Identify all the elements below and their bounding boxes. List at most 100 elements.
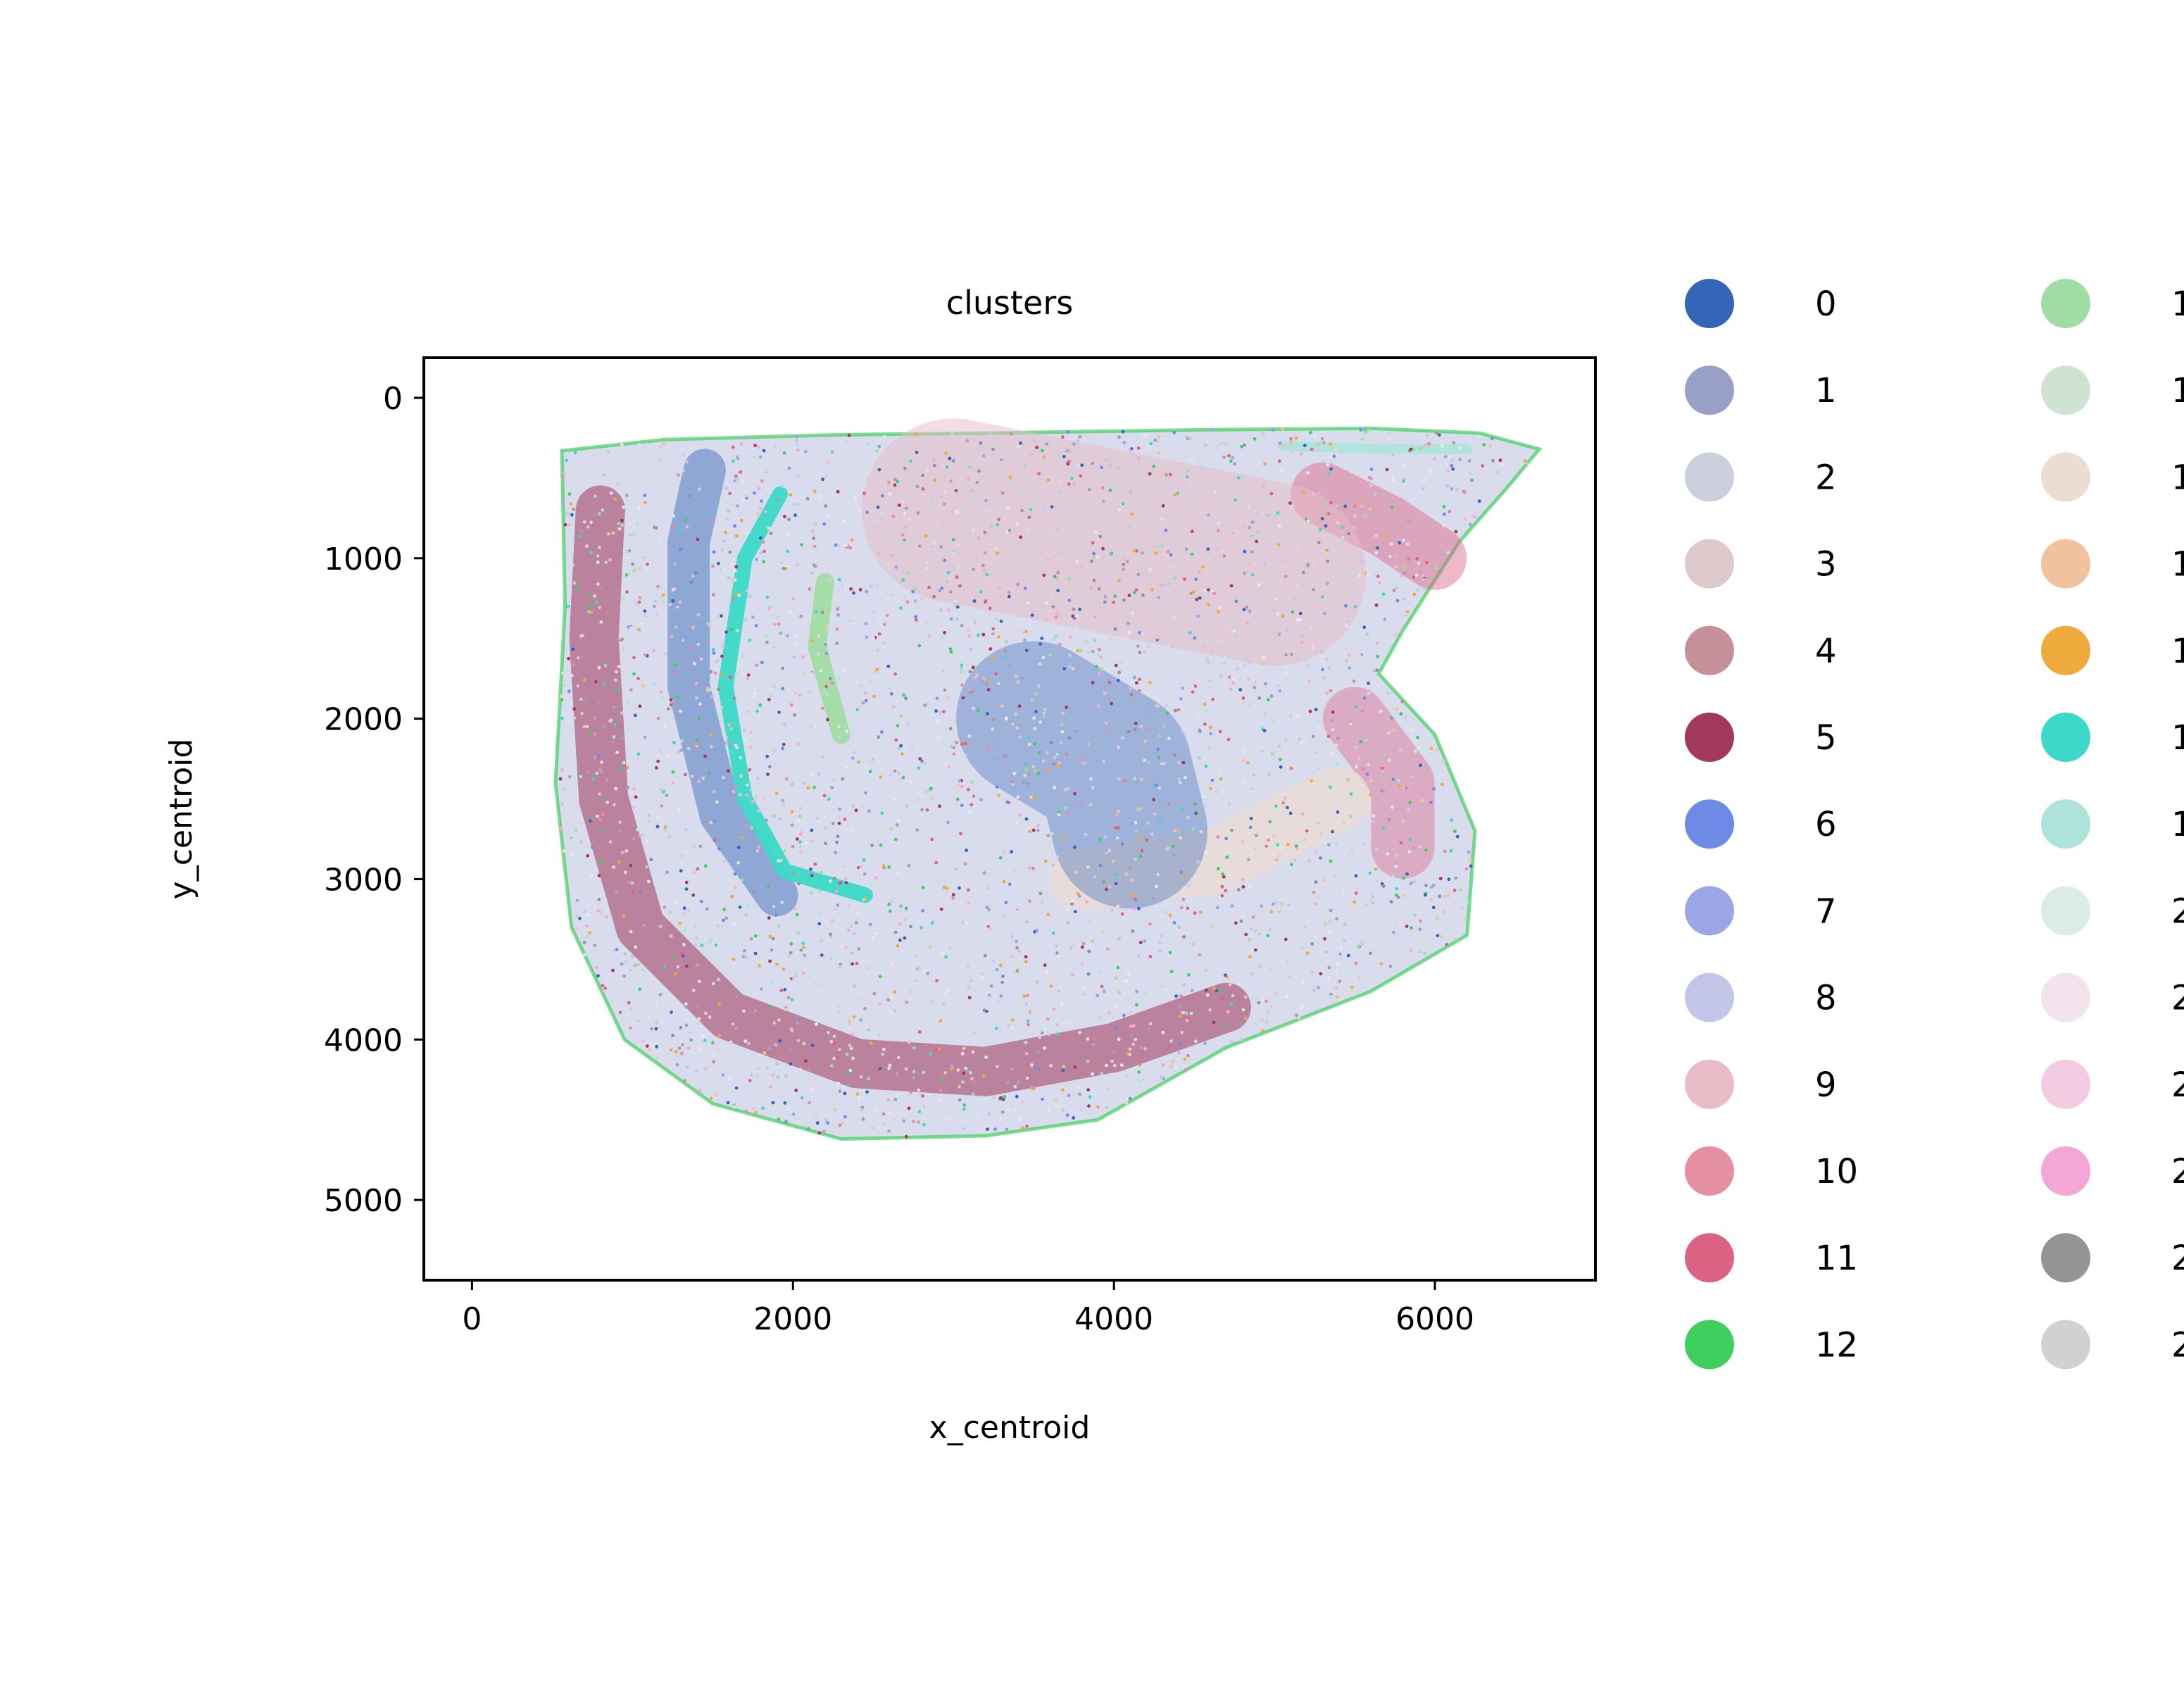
cell-point <box>777 1118 781 1121</box>
cell-point <box>963 862 967 866</box>
cell-point <box>720 673 724 677</box>
cell-point <box>793 907 797 910</box>
cell-point <box>1264 682 1267 686</box>
cell-point <box>660 804 664 808</box>
cell-point <box>1209 787 1212 791</box>
cell-point <box>828 902 832 906</box>
cell-point <box>861 1117 865 1121</box>
cell-point <box>1030 1063 1034 1067</box>
cell-point <box>733 524 736 528</box>
cell-point <box>1127 975 1131 979</box>
cell-point <box>805 496 810 501</box>
cell-point <box>977 469 981 473</box>
cell-point <box>845 765 848 770</box>
cell-point <box>1409 447 1413 451</box>
cell-point <box>632 656 636 660</box>
cell-point <box>1050 505 1054 509</box>
cell-point <box>1450 487 1454 491</box>
cell-point <box>1386 852 1390 856</box>
cell-point <box>939 711 942 715</box>
cell-point <box>810 839 815 843</box>
cell-point <box>600 770 604 774</box>
cell-point <box>842 668 846 672</box>
cell-point <box>601 477 605 482</box>
x-tick-label: 4000 <box>1074 1301 1153 1337</box>
cell-point <box>760 720 765 724</box>
cell-point <box>1037 684 1041 689</box>
cell-point <box>950 510 954 514</box>
cell-point <box>966 964 970 968</box>
cell-point <box>1165 847 1169 851</box>
cell-point <box>903 936 907 940</box>
cell-point <box>1341 535 1345 539</box>
cell-point <box>776 1075 780 1079</box>
cell-point <box>783 987 787 991</box>
cell-point <box>1141 551 1144 555</box>
cell-point <box>947 765 951 770</box>
cell-point <box>1189 1011 1193 1015</box>
cell-point <box>838 519 842 522</box>
cell-point <box>597 512 601 515</box>
cell-point <box>894 565 898 569</box>
cell-point <box>826 563 830 567</box>
cell-point <box>572 581 577 585</box>
cell-point <box>668 910 672 915</box>
cell-point <box>1190 552 1194 556</box>
cell-point <box>638 704 642 708</box>
cell-point <box>1281 614 1285 618</box>
cell-point <box>745 793 749 796</box>
cell-point <box>984 499 988 503</box>
cell-point <box>1298 737 1302 741</box>
cell-point <box>789 941 793 946</box>
cell-point <box>914 979 918 983</box>
cell-point <box>790 823 794 827</box>
cell-point <box>937 1047 941 1051</box>
cell-point <box>1447 894 1450 897</box>
cell-point <box>1013 1084 1017 1089</box>
cell-point <box>906 571 910 575</box>
cell-point <box>1023 773 1027 777</box>
cell-point <box>1105 729 1108 733</box>
cell-point <box>862 492 866 495</box>
cell-point <box>1067 482 1071 486</box>
cell-point <box>886 566 891 570</box>
cell-point <box>641 968 645 972</box>
cell-point <box>1267 1010 1270 1013</box>
cell-point <box>804 1059 808 1063</box>
cell-point <box>1417 561 1421 565</box>
cell-point <box>975 673 979 677</box>
cell-point <box>1216 835 1220 839</box>
cell-point <box>1271 902 1275 906</box>
cell-point <box>963 741 967 746</box>
cell-point <box>1107 697 1112 701</box>
cell-point <box>821 477 824 482</box>
cell-point <box>640 518 644 522</box>
cell-point <box>655 825 660 829</box>
cell-point <box>821 861 824 865</box>
cell-point <box>630 954 634 958</box>
cell-point <box>1005 960 1009 964</box>
cell-point <box>663 931 667 935</box>
cell-point <box>1354 891 1358 895</box>
cell-point <box>875 449 879 453</box>
cell-point <box>861 701 865 705</box>
cell-point <box>854 808 858 813</box>
cell-point <box>1468 471 1472 475</box>
cell-point <box>802 1041 806 1046</box>
cell-point <box>1321 460 1324 464</box>
cell-point <box>665 794 669 797</box>
cell-point <box>1084 832 1088 837</box>
cell-point <box>822 844 826 848</box>
cell-point <box>754 1110 758 1115</box>
cell-point <box>1266 934 1270 938</box>
cell-point <box>848 1044 852 1048</box>
cell-point <box>1173 576 1177 580</box>
cell-point <box>1095 665 1098 669</box>
cell-point <box>897 772 901 775</box>
cell-point <box>729 584 734 588</box>
cell-point <box>692 662 696 666</box>
cell-point <box>843 818 847 822</box>
cell-point <box>1067 599 1072 603</box>
cell-point <box>1137 906 1141 910</box>
cell-point <box>1418 763 1422 768</box>
